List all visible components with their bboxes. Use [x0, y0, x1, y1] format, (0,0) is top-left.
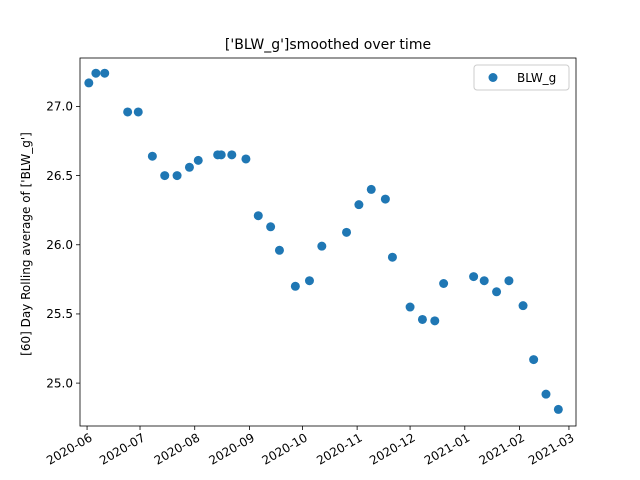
data-point: [133, 107, 143, 117]
data-point: [387, 252, 397, 262]
y-tick-label: 26.5: [46, 169, 73, 183]
data-point: [172, 171, 182, 181]
y-tick-label: 27.0: [46, 100, 73, 114]
data-point: [518, 301, 528, 311]
legend-box: [473, 64, 570, 91]
legend-marker: [488, 73, 498, 82]
data-point: [479, 276, 489, 286]
data-point: [492, 287, 502, 297]
data-point: [227, 150, 237, 160]
data-point: [541, 389, 551, 399]
axes-frame: [79, 57, 577, 427]
data-point: [304, 276, 314, 286]
data-point: [553, 404, 563, 414]
data-point: [266, 222, 276, 232]
data-point: [430, 316, 440, 326]
chart-title: ['BLW_g']smoothed over time: [225, 37, 431, 53]
data-point: [84, 78, 94, 88]
data-point: [290, 281, 300, 291]
data-point: [216, 150, 226, 160]
y-tick-label: 25.5: [46, 307, 73, 321]
data-point: [317, 241, 327, 251]
data-point: [504, 276, 514, 286]
y-tick-label: 25.0: [46, 376, 73, 390]
data-point: [193, 155, 203, 165]
legend: BLW_g: [473, 64, 570, 91]
data-point: [253, 211, 263, 221]
data-point: [354, 200, 364, 210]
data-point: [91, 68, 101, 78]
data-point: [439, 279, 449, 288]
data-point: [529, 355, 539, 365]
data-point: [160, 171, 170, 181]
data-point: [405, 302, 415, 312]
data-point: [417, 314, 427, 324]
y-axis-label: [60] Day Rolling average of ['BLW_g']: [19, 132, 33, 356]
data-point: [469, 272, 479, 282]
data-point: [147, 151, 157, 161]
y-tick-label: 26.0: [46, 238, 73, 252]
data-point: [274, 245, 284, 255]
data-point: [342, 227, 352, 237]
data-point: [100, 68, 110, 78]
data-point: [184, 162, 194, 172]
data-point: [241, 154, 251, 164]
data-point: [380, 194, 390, 204]
legend-label: BLW_g: [517, 71, 556, 85]
data-point: [123, 107, 133, 117]
data-point: [366, 184, 376, 194]
